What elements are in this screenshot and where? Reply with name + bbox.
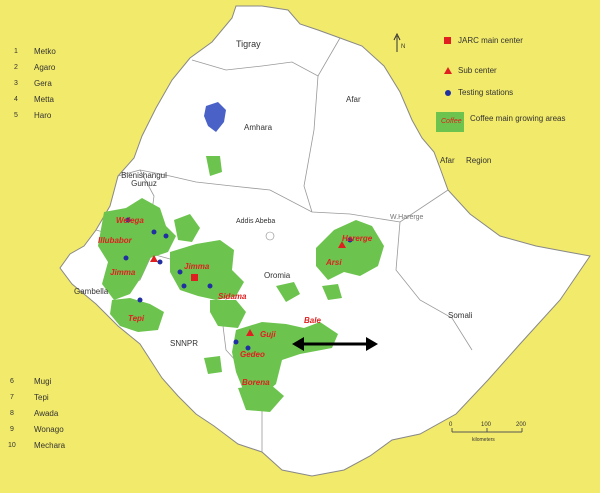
north-arrow-icon	[393, 32, 401, 52]
zone-label: Gedeo	[240, 350, 265, 359]
zone-label: Arsi	[326, 258, 342, 267]
legend-region-sample: Afar	[440, 156, 455, 165]
legend-coffee-swatch-label: Coffee	[441, 118, 462, 125]
station-name: Mechara	[34, 441, 66, 450]
station-name: Wonago	[34, 425, 64, 434]
station-num: 4	[14, 96, 18, 103]
station-num: 10	[8, 442, 16, 449]
legend-sub-center-swatch	[444, 67, 452, 74]
coffee-areas	[98, 156, 384, 412]
legend-main-center-label: JARC main center	[458, 36, 523, 45]
legend-main-center-swatch	[444, 37, 451, 44]
station-num: 8	[10, 410, 14, 417]
station-num: 5	[14, 112, 18, 119]
station-num: 2	[14, 64, 18, 71]
station-name: Agaro	[34, 63, 56, 72]
sub-center-markers	[150, 241, 346, 336]
scale-unit: kilometers	[472, 437, 495, 443]
station-name: Gera	[34, 79, 52, 88]
legend-sub-center-label: Sub center	[458, 66, 497, 75]
region-label-snnpr: SNNPR	[170, 339, 199, 348]
station-name: Tepi	[34, 393, 49, 402]
pointer-arrow	[292, 337, 378, 351]
station-num: 7	[10, 394, 14, 401]
station-name: Metko	[34, 47, 56, 56]
zone-label: Jimma	[110, 268, 136, 277]
north-label: N	[401, 44, 406, 50]
station-name: Haro	[34, 111, 52, 120]
legend-testing-swatch	[445, 90, 451, 96]
legend-testing-label: Testing stations	[458, 88, 514, 97]
lake-tana	[204, 102, 226, 132]
zone-label: Bale	[304, 316, 321, 325]
region-label-gambella: Gambella	[74, 287, 109, 296]
station-name: Awada	[34, 409, 59, 418]
zone-label: W.Harerge	[390, 214, 424, 221]
station-num: 9	[10, 426, 14, 433]
scale-tick: 200	[516, 422, 527, 428]
addis-marker	[265, 231, 275, 241]
zone-label: Harerge	[342, 234, 373, 243]
legend-region-label: Region	[466, 156, 492, 165]
scale-tick: 100	[481, 422, 492, 428]
station-name: Metta	[34, 95, 55, 104]
zone-label: Illubabor	[98, 236, 132, 245]
zone-label: Welega	[116, 216, 144, 225]
region-label-amhara: Amhara	[244, 123, 273, 132]
zone-label: Sidama	[218, 292, 247, 301]
region-label-oromia: Oromia	[264, 271, 291, 280]
region-label-tigray: Tigray	[236, 39, 261, 49]
station-num: 6	[10, 378, 14, 385]
region-label-addis: Addis Abeba	[236, 218, 276, 225]
region-label-somali: Somali	[448, 311, 473, 320]
station-num: 3	[14, 80, 18, 87]
zone-label: Jimma	[184, 262, 210, 271]
region-label-afar: Afar	[346, 95, 361, 104]
legend-coffee-swatch	[436, 112, 464, 132]
testing-station-markers	[123, 217, 353, 351]
station-num: 1	[14, 48, 18, 55]
zone-label: Borena	[242, 378, 270, 387]
legend-coffee-label: Coffee main growing areas	[470, 114, 566, 123]
station-name: Mugi	[34, 377, 52, 386]
zone-label: Tepi	[128, 314, 145, 323]
region-label-benishangul: Bienishangul Gumuz	[121, 171, 167, 188]
jarc-main-center-marker	[191, 274, 198, 281]
scale-bar	[451, 428, 523, 433]
zone-label: Guji	[260, 330, 276, 339]
scale-tick: 0	[449, 422, 453, 428]
